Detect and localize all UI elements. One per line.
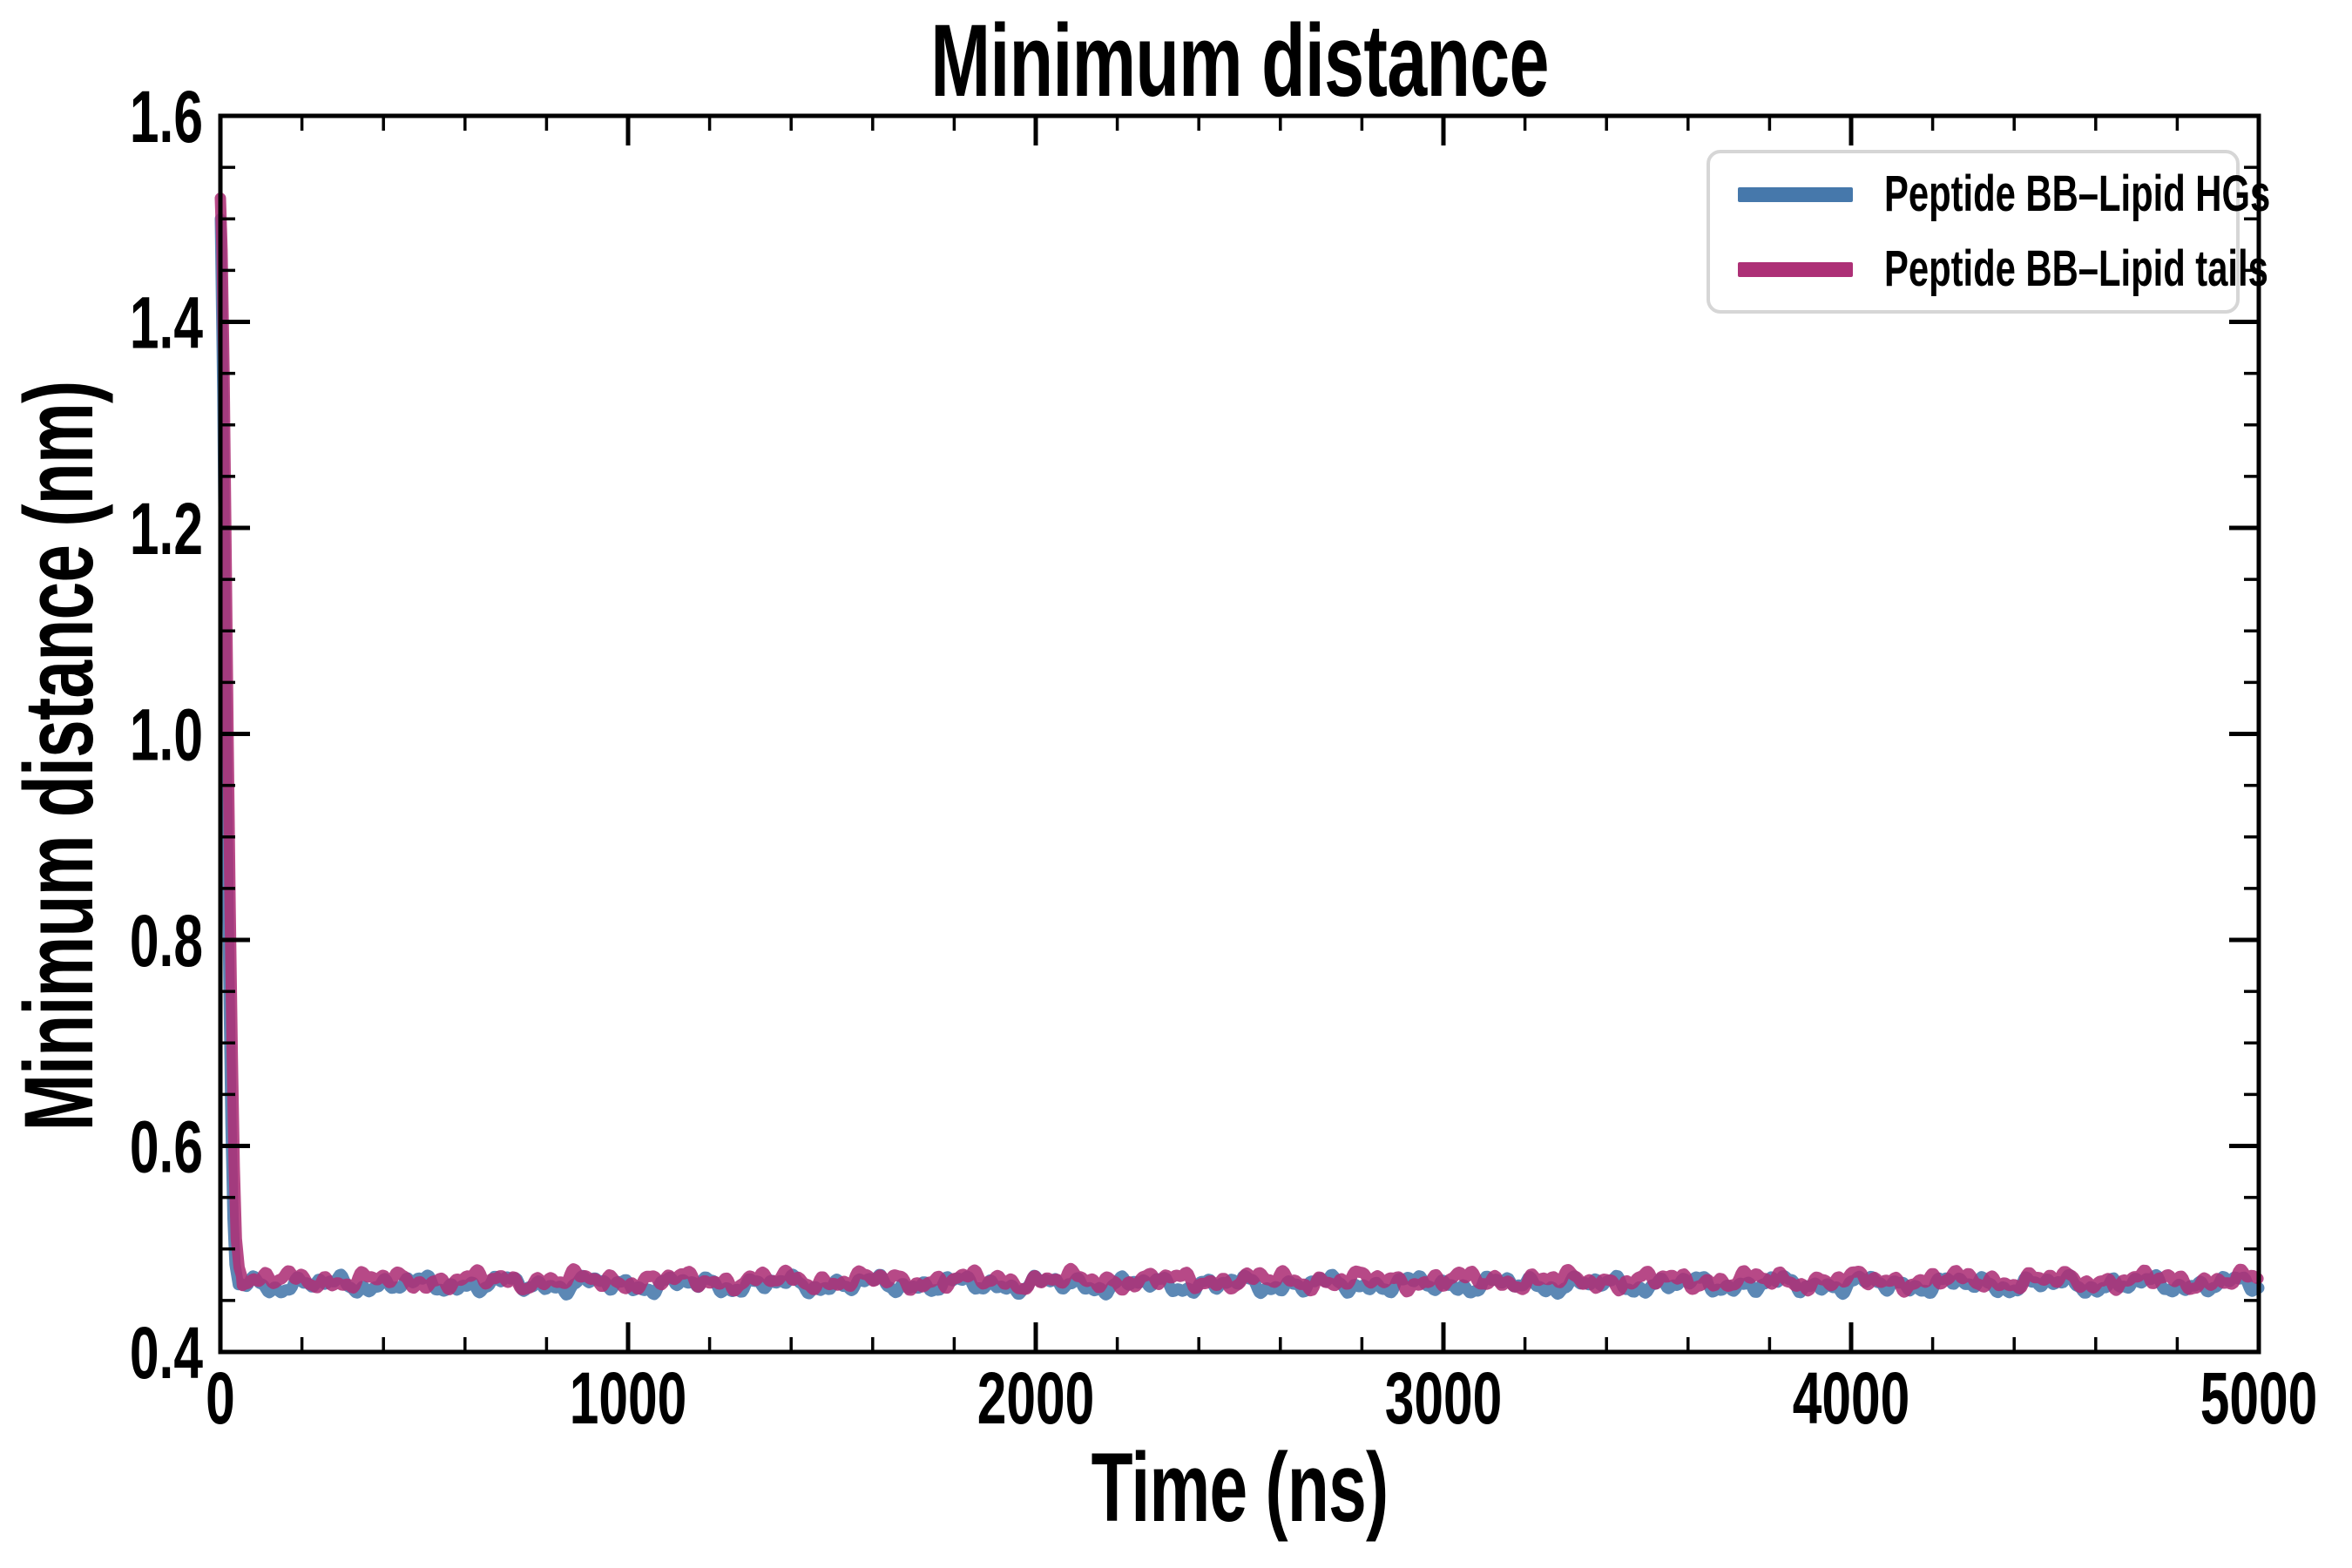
x-tick-label: 1000 — [570, 1357, 687, 1439]
x-axis-label: Time (ns) — [1091, 1433, 1389, 1542]
legend-entry: Peptide BB–Lipid tails — [1738, 244, 2268, 294]
y-tick-label: 1.2 — [130, 488, 203, 570]
x-tick-label: 0 — [206, 1357, 235, 1439]
legend-swatch-hgs — [1738, 186, 1853, 202]
legend-entry: Peptide BB–Lipid HGs — [1738, 169, 2270, 220]
y-tick-label: 0.8 — [130, 900, 203, 982]
series-line-0 — [214, 213, 2265, 1301]
legend-label-tails: Peptide BB–Lipid tails — [1884, 240, 2268, 297]
x-tick-label: 4000 — [1793, 1357, 1910, 1439]
chart-title: Minimum distance — [930, 3, 1549, 118]
y-tick-label: 1.6 — [130, 76, 203, 158]
y-tick-label: 1.4 — [130, 282, 203, 364]
x-tick-label: 5000 — [2200, 1357, 2318, 1439]
legend-label-hgs: Peptide BB–Lipid HGs — [1884, 166, 2271, 222]
y-tick-label: 1.0 — [130, 694, 203, 776]
y-axis-label: Minimum distance (nm) — [4, 381, 113, 1132]
legend-swatch-tails — [1738, 261, 1853, 277]
y-tick-label: 0.6 — [130, 1106, 203, 1188]
x-tick-label: 3000 — [1385, 1357, 1503, 1439]
legend: Peptide BB–Lipid HGs Peptide BB–Lipid ta… — [1707, 150, 2270, 314]
y-tick-label: 0.4 — [130, 1312, 203, 1394]
series-line-1 — [214, 193, 2264, 1298]
x-tick-label: 2000 — [977, 1357, 1095, 1439]
